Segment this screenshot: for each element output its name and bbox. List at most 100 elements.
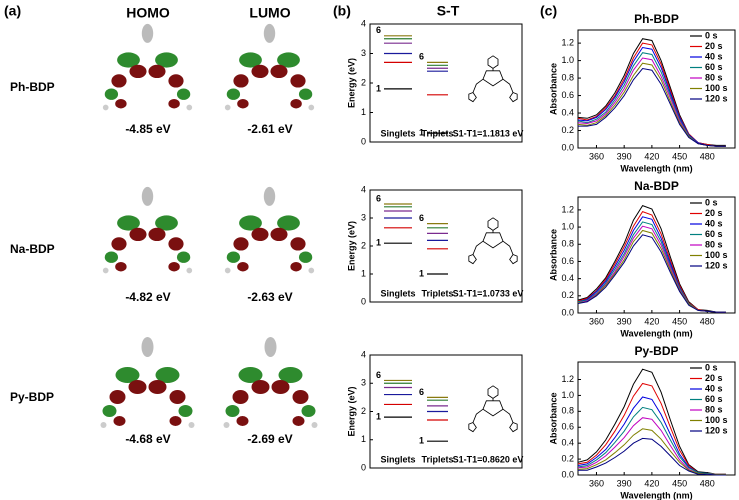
y-tick-label: 1.0 (561, 390, 574, 400)
legend-label: 20 s (705, 208, 723, 218)
y-tick-label: 0 (361, 462, 366, 472)
molecule-name: Py-BDP (10, 390, 54, 404)
absorbance-line (577, 229, 726, 313)
absorbance-line (577, 406, 726, 475)
legend-label: 0 s (705, 30, 718, 40)
x-tick-label: 450 (672, 151, 687, 161)
legend-label: 40 s (705, 218, 723, 228)
y-axis-label: Energy (eV) (346, 221, 356, 271)
legend-label: 60 s (705, 394, 723, 404)
homo-energy: -4.82 eV (125, 290, 170, 304)
y-tick-label: 4 (361, 349, 366, 359)
legend-label: 40 s (705, 383, 723, 393)
legend-label: 100 s (705, 83, 728, 93)
state-label: 1 (419, 128, 424, 138)
absorbance-line (577, 221, 726, 313)
absorbance-line (577, 46, 726, 147)
state-label: 1 (376, 83, 381, 93)
legend-label: Triplets (421, 128, 453, 138)
legend-label: 80 s (705, 72, 723, 82)
y-tick-label: 1 (361, 107, 366, 117)
legend-label: 100 s (705, 250, 728, 260)
y-axis-label: Energy (eV) (346, 58, 356, 108)
legend-label: 120 s (705, 425, 728, 435)
column-header: LUMO (249, 5, 290, 21)
y-tick-label: 0.4 (561, 273, 574, 283)
state-label: 1 (376, 238, 381, 248)
panel-title: S-T (437, 3, 460, 19)
molecule-structure (468, 55, 518, 103)
orbital-image (100, 337, 195, 428)
x-tick-label: 390 (617, 316, 632, 326)
y-tick-label: 0.8 (561, 239, 574, 249)
homo-energy: -4.85 eV (125, 122, 170, 136)
x-tick-label: 480 (700, 151, 715, 161)
legend-label: 0 s (705, 197, 718, 207)
legend-label: Singlets (380, 454, 415, 464)
orbital-image (223, 337, 318, 428)
absorbance-line (577, 210, 726, 313)
legend-label: 0 s (705, 362, 718, 372)
state-label: 6 (419, 387, 424, 397)
y-tick-label: 0.8 (561, 406, 574, 416)
y-tick-label: 0.6 (561, 422, 574, 432)
column-header: HOMO (126, 5, 170, 21)
absorbance-line (578, 437, 726, 476)
x-tick-label: 450 (672, 316, 687, 326)
y-tick-label: 1.2 (561, 204, 574, 214)
legend-label: 120 s (705, 93, 728, 103)
legend-label: Triplets (421, 454, 453, 464)
legend-label: 80 s (705, 404, 723, 414)
state-label: 6 (376, 193, 381, 203)
x-tick-label: 360 (589, 478, 604, 488)
y-tick-label: 1 (361, 268, 366, 278)
y-tick-label: 0.2 (561, 290, 574, 300)
molecule-structure (468, 217, 518, 265)
x-tick-label: 480 (700, 478, 715, 488)
x-tick-label: 480 (700, 316, 715, 326)
y-tick-label: 0.2 (561, 453, 574, 463)
absorbance-line (577, 368, 726, 475)
state-label: 6 (419, 52, 424, 62)
y-axis-label: Absorbance (548, 392, 558, 444)
legend-label: 60 s (705, 62, 723, 72)
absorbance-line (577, 204, 726, 313)
y-tick-label: 0.2 (561, 125, 574, 135)
legend-label: Triplets (421, 288, 453, 298)
orbital-image (102, 186, 193, 274)
legend-label: 20 s (705, 41, 723, 51)
absorbance-line (577, 57, 726, 147)
absorbance-line (577, 225, 726, 313)
x-tick-label: 360 (589, 316, 604, 326)
plot-frame (369, 23, 523, 143)
absorbance-line (577, 216, 726, 313)
absorbance-line (578, 67, 726, 147)
molecule-name: Na-BDP (10, 242, 55, 256)
panel-a: (a) HOMO LUMO Ph-BDP -4.85 eV -2.61 eV N… (4, 3, 318, 446)
state-label: 1 (419, 436, 424, 446)
x-tick-label: 390 (617, 151, 632, 161)
y-tick-label: 0.0 (561, 142, 574, 152)
legend-label: 60 s (705, 229, 723, 239)
x-tick-label: 420 (644, 316, 659, 326)
state-label: 6 (419, 213, 424, 223)
x-axis-label: Wavelength (nm) (620, 163, 692, 173)
x-axis-label: Wavelength (nm) (620, 490, 692, 500)
y-tick-label: 2 (361, 77, 366, 87)
annotation: S1-T1=0.8620 eV (453, 454, 524, 464)
chart-title: Py-BDP (634, 344, 678, 358)
x-tick-label: 420 (644, 151, 659, 161)
absorbance-line (577, 234, 726, 313)
y-tick-label: 1.0 (561, 221, 574, 231)
y-tick-label: 2 (361, 240, 366, 250)
y-tick-label: 4 (361, 184, 366, 194)
x-axis-label: Wavelength (nm) (620, 328, 692, 338)
chart-title: Na-BDP (634, 179, 679, 193)
y-tick-label: 0.0 (561, 307, 574, 317)
y-tick-label: 0.6 (561, 256, 574, 266)
plot-frame (577, 29, 736, 149)
absorbance-line (577, 42, 726, 147)
x-tick-label: 360 (589, 151, 604, 161)
plot-frame (577, 196, 736, 314)
y-tick-label: 0.4 (561, 107, 574, 117)
